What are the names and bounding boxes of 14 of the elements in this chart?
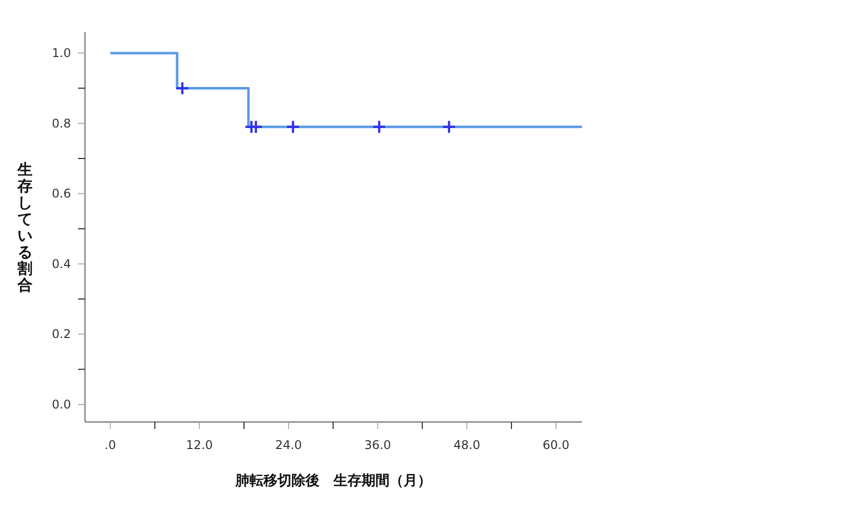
x-axis-title: 肺転移切除後 生存期間（月） (234, 473, 432, 489)
y-tick-label: 0.0 (52, 397, 71, 412)
x-tick-label: 12.0 (186, 438, 213, 452)
y-tick-label: 1.0 (52, 46, 71, 60)
y-tick-label: 0.8 (52, 116, 71, 130)
x-tick-label: 24.0 (275, 438, 302, 452)
y-tick-label: 0.2 (52, 327, 71, 342)
x-tick-label: 36.0 (364, 438, 392, 452)
x-tick-label: 60.0 (542, 438, 570, 452)
y-axis-title: 生存している割合 (16, 160, 32, 294)
y-tick-label: 0.4 (52, 256, 71, 271)
x-tick-label: 48.0 (453, 438, 480, 452)
y-tick-label: 0.6 (52, 186, 71, 201)
x-tick-label: .0 (104, 438, 116, 452)
